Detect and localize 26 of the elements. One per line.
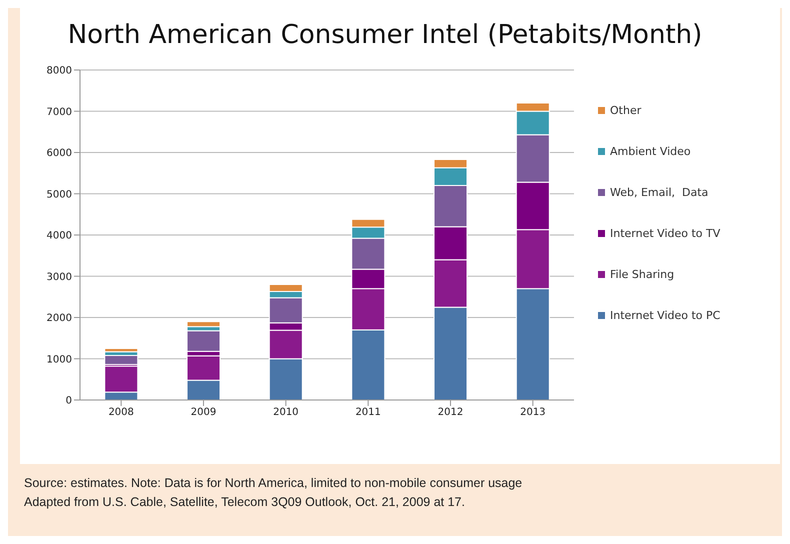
legend-label: Internet Video to PC	[610, 308, 720, 322]
legend-label: Other	[610, 104, 642, 116]
text: Adapted from U.S. Cable, Satellite, Telecom 3Q09 Outlook, Oct. 21, 2009 at 17.	[24, 494, 466, 511]
y-tick-label: 1000	[46, 354, 72, 366]
legend-label: Ambient Video	[610, 144, 691, 158]
x-tick-label: 2010	[273, 407, 299, 418]
y-tick-label: 4000	[46, 230, 72, 242]
legend-label: Web, Email, Data	[610, 186, 708, 198]
y-tick-label: 6000	[46, 148, 72, 160]
x-tick-label: 2009	[190, 407, 216, 418]
legend-label: File Sharing	[610, 268, 674, 280]
source-note: Source: estimates. Note: Data is for North America, limited to non-mobile consumer usage	[24, 475, 524, 492]
y-tick-label: 5000	[46, 189, 72, 200]
y-tick-label: 7000	[46, 106, 72, 118]
chart-title: North American Consumer Intel (Petabits/Month)	[66, 20, 704, 50]
y-tick-label: 3000	[46, 272, 72, 283]
bar	[104, 348, 138, 352]
x-tick-label: 2011	[355, 407, 381, 418]
x-tick-label: 2012	[438, 407, 464, 418]
y-tick-label: 0	[66, 396, 72, 407]
bar	[186, 321, 221, 328]
y-tick-label: 8000	[46, 66, 72, 77]
legend-label: Internet Video to TV	[610, 226, 720, 240]
y-tick-label: 2000	[46, 313, 72, 324]
x-tick-label: 2013	[520, 407, 546, 418]
x-tick-label: 2008	[108, 407, 134, 418]
